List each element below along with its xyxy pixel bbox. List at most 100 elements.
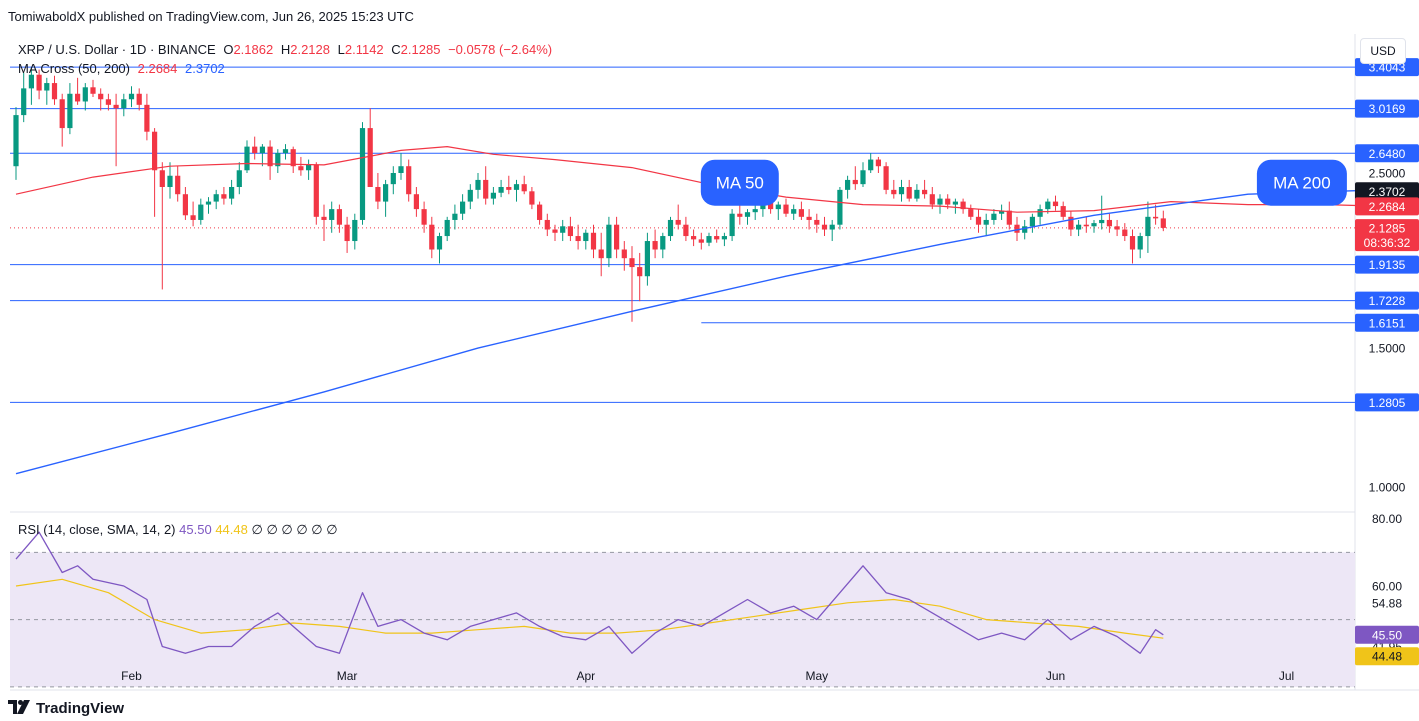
candle-body bbox=[452, 213, 458, 220]
candle-body bbox=[675, 219, 681, 225]
time-label-jul: Jul bbox=[1279, 669, 1294, 683]
candle-body bbox=[198, 204, 204, 220]
candle-body bbox=[136, 93, 142, 105]
candle-body bbox=[775, 204, 781, 210]
candle-body bbox=[590, 232, 597, 250]
candle-body bbox=[883, 166, 889, 190]
moving-averages bbox=[15, 146, 1379, 475]
candle-body bbox=[244, 146, 250, 171]
candle-body bbox=[344, 224, 350, 242]
candle-body bbox=[21, 88, 27, 116]
time-label-jun: Jun bbox=[1046, 669, 1065, 683]
candle-body bbox=[898, 186, 905, 195]
rsi-empty-1: ∅ bbox=[251, 522, 263, 537]
level-badge-2 bbox=[1355, 144, 1419, 163]
time-label-may: May bbox=[805, 669, 828, 683]
symbol-legend-row: XRP / U.S. Dollar · 1D · BINANCE O2.1862… bbox=[18, 40, 556, 59]
candle-body bbox=[737, 213, 743, 217]
level-label-3: 1.9135 bbox=[1369, 258, 1406, 272]
candle-body bbox=[667, 219, 674, 237]
candle-body bbox=[490, 192, 496, 199]
price-badge-2 bbox=[1355, 219, 1419, 252]
price-badge-1 bbox=[1355, 197, 1419, 216]
level-label-5: 1.6151 bbox=[1369, 316, 1406, 330]
close-label: C bbox=[391, 42, 401, 57]
ma50-line bbox=[15, 146, 1379, 213]
candle-body bbox=[475, 179, 481, 190]
candle-body bbox=[159, 170, 165, 187]
candle-body bbox=[929, 194, 935, 205]
symbol-label: XRP / U.S. Dollar · 1D · BINANCE bbox=[18, 42, 216, 57]
tradingview-logo-icon bbox=[8, 700, 32, 718]
ma-cross-label: MA Cross (50, 200) bbox=[18, 61, 130, 76]
rsi-badge-label-0: 45.50 bbox=[1372, 628, 1402, 642]
candle-body bbox=[359, 128, 366, 220]
candle-body bbox=[259, 146, 265, 154]
candle-body bbox=[290, 149, 296, 167]
candle-body bbox=[167, 175, 173, 187]
candle-body bbox=[814, 219, 820, 225]
candle-body bbox=[637, 267, 643, 277]
candle-body bbox=[275, 153, 281, 167]
candle-body bbox=[552, 229, 558, 233]
candle-body bbox=[90, 87, 96, 94]
candle-body bbox=[390, 173, 396, 185]
rsi-badge-0 bbox=[1355, 625, 1419, 644]
candle-body bbox=[744, 212, 751, 217]
candle-body bbox=[483, 179, 489, 199]
level-label-0: 3.4043 bbox=[1369, 61, 1406, 75]
countdown-label: 08:36:32 bbox=[1364, 236, 1411, 250]
candle-body bbox=[614, 224, 620, 250]
time-label-apr: Apr bbox=[576, 669, 595, 683]
high-label: H bbox=[280, 42, 291, 57]
candle-body bbox=[729, 213, 735, 237]
candle-body bbox=[529, 191, 535, 205]
open-value: 2.1862 bbox=[233, 42, 274, 57]
candle-body bbox=[860, 170, 866, 185]
rsi-tick-0: 80.00 bbox=[1372, 512, 1402, 526]
candle-body bbox=[1122, 229, 1128, 237]
currency-selector[interactable]: USD bbox=[1360, 38, 1406, 64]
candle-body bbox=[398, 166, 404, 174]
price-badge-0 bbox=[1355, 182, 1419, 201]
candle-body bbox=[128, 93, 135, 100]
candle-body bbox=[213, 194, 219, 202]
candle-body bbox=[367, 128, 373, 187]
candle-body bbox=[221, 194, 227, 199]
candle-body bbox=[945, 198, 951, 205]
candle-body bbox=[960, 201, 966, 210]
candle-body bbox=[937, 198, 943, 205]
candle-body bbox=[383, 184, 389, 202]
candle-body bbox=[521, 184, 527, 192]
candle-body bbox=[1006, 210, 1012, 225]
candle-body bbox=[1029, 216, 1035, 227]
rsi-label: RSI (14, close, SMA, 14, 2) bbox=[18, 522, 176, 537]
level-label-6: 1.2805 bbox=[1369, 396, 1406, 410]
candles bbox=[13, 67, 1166, 322]
candle-body bbox=[98, 93, 104, 100]
annotation-bubble-0 bbox=[700, 159, 779, 206]
candle-body bbox=[506, 186, 512, 190]
publisher-text: TomiwaboldX published on TradingView.com… bbox=[8, 9, 414, 24]
annotations: MA 50 MA 200 bbox=[700, 159, 1347, 206]
chart-legend: XRP / U.S. Dollar · 1D · BINANCE O2.1862… bbox=[18, 40, 556, 78]
candle-body bbox=[968, 209, 974, 217]
candle-body bbox=[567, 226, 573, 237]
candle-body bbox=[683, 224, 689, 237]
candle-body bbox=[375, 186, 381, 202]
ma200-legend-value: 2.3702 bbox=[185, 61, 225, 76]
candle-body bbox=[906, 186, 912, 199]
rsi-pane bbox=[10, 531, 1355, 688]
candle-body bbox=[837, 189, 843, 225]
candle-body bbox=[798, 209, 804, 217]
time-label-mar: Mar bbox=[337, 669, 358, 683]
candle-body bbox=[51, 83, 58, 100]
candle-body bbox=[1076, 224, 1082, 230]
candle-body bbox=[821, 224, 828, 230]
candle-body bbox=[82, 87, 88, 102]
candle-body bbox=[752, 209, 758, 213]
rsi-tick-1: 60.00 bbox=[1372, 580, 1402, 594]
candle-body bbox=[1083, 224, 1089, 227]
level-badge-5 bbox=[1355, 313, 1419, 332]
